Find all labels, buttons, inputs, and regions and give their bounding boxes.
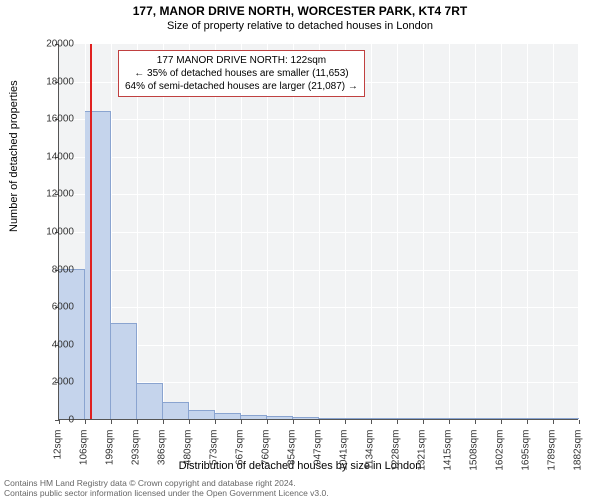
histogram-bar [293, 417, 319, 419]
histogram-bar [449, 418, 475, 419]
histogram-bar [371, 418, 397, 419]
gridline-vertical [449, 44, 450, 419]
y-tick-label: 2000 [52, 377, 74, 388]
histogram-bar [215, 413, 241, 419]
y-tick-label: 4000 [52, 339, 74, 350]
annotation-line3: 64% of semi-detached houses are larger (… [125, 80, 358, 93]
x-tick-mark [345, 420, 346, 424]
x-tick-label: 106sqm [79, 430, 90, 490]
x-tick-mark [475, 420, 476, 424]
gridline-vertical [345, 44, 346, 419]
histogram-bar [137, 383, 163, 419]
x-tick-mark [293, 420, 294, 424]
histogram-bar [423, 418, 449, 419]
x-tick-mark [59, 420, 60, 424]
x-tick-label: 667sqm [235, 430, 246, 490]
gridline-vertical [423, 44, 424, 419]
gridline-vertical [163, 44, 164, 419]
x-tick-label: 1508sqm [469, 430, 480, 490]
x-tick-mark [371, 420, 372, 424]
x-tick-mark [137, 420, 138, 424]
x-axis-label: Distribution of detached houses by size … [0, 460, 600, 472]
gridline-vertical [553, 44, 554, 419]
histogram-bar [475, 418, 501, 419]
x-tick-label: 947sqm [313, 430, 324, 490]
chart-area: 177 MANOR DRIVE NORTH: 122sqm ← 35% of d… [58, 44, 578, 420]
histogram-bar [345, 418, 371, 419]
gridline-vertical [371, 44, 372, 419]
x-tick-label: 573sqm [209, 430, 220, 490]
x-tick-mark [111, 420, 112, 424]
x-tick-label: 480sqm [183, 430, 194, 490]
x-tick-label: 854sqm [287, 430, 298, 490]
histogram-bar [501, 418, 527, 419]
x-tick-mark [163, 420, 164, 424]
y-tick-label: 18000 [46, 76, 74, 87]
annotation-line2: ← 35% of detached houses are smaller (11… [125, 67, 358, 80]
gridline-vertical [397, 44, 398, 419]
histogram-bar [267, 416, 293, 419]
y-tick-label: 6000 [52, 302, 74, 313]
gridline-vertical [293, 44, 294, 419]
x-tick-mark [189, 420, 190, 424]
x-tick-mark [319, 420, 320, 424]
plot-area [58, 44, 578, 420]
x-tick-label: 1789sqm [547, 430, 558, 490]
y-tick-label: 0 [68, 415, 74, 426]
y-axis-label: Number of detached properties [8, 80, 20, 232]
gridline-vertical [137, 44, 138, 419]
y-tick-label: 10000 [46, 227, 74, 238]
x-tick-mark [527, 420, 528, 424]
x-tick-mark [423, 420, 424, 424]
gridline-vertical [241, 44, 242, 419]
annotation-line1: 177 MANOR DRIVE NORTH: 122sqm [125, 54, 358, 67]
gridline-vertical [527, 44, 528, 419]
gridline-vertical [267, 44, 268, 419]
chart-subtitle: Size of property relative to detached ho… [0, 18, 600, 32]
x-tick-label: 1134sqm [365, 430, 376, 490]
x-tick-mark [241, 420, 242, 424]
x-tick-mark [553, 420, 554, 424]
histogram-bar [241, 415, 267, 419]
histogram-bar [553, 418, 579, 419]
x-tick-label: 199sqm [105, 430, 116, 490]
x-tick-label: 1041sqm [339, 430, 350, 490]
x-tick-mark [85, 420, 86, 424]
y-tick-label: 12000 [46, 189, 74, 200]
x-tick-mark [449, 420, 450, 424]
histogram-bar [111, 323, 137, 419]
histogram-bar [319, 418, 345, 420]
x-tick-label: 1695sqm [521, 430, 532, 490]
gridline-vertical [319, 44, 320, 419]
x-tick-mark [501, 420, 502, 424]
gridline-vertical [501, 44, 502, 419]
gridline-vertical [215, 44, 216, 419]
property-marker-line [90, 44, 92, 419]
gridline-vertical [189, 44, 190, 419]
annotation-box: 177 MANOR DRIVE NORTH: 122sqm ← 35% of d… [118, 50, 365, 97]
x-tick-label: 1415sqm [443, 430, 454, 490]
x-tick-mark [397, 420, 398, 424]
gridline-vertical [475, 44, 476, 419]
chart-title: 177, MANOR DRIVE NORTH, WORCESTER PARK, … [0, 0, 600, 18]
x-tick-label: 386sqm [157, 430, 168, 490]
histogram-bar [189, 410, 215, 419]
x-tick-label: 12sqm [53, 430, 64, 490]
histogram-bar [527, 418, 553, 419]
histogram-bar [163, 402, 189, 419]
y-tick-label: 8000 [52, 264, 74, 275]
x-tick-label: 760sqm [261, 430, 272, 490]
x-tick-label: 1321sqm [417, 430, 428, 490]
histogram-bar [397, 418, 423, 419]
x-tick-mark [215, 420, 216, 424]
y-tick-label: 16000 [46, 114, 74, 125]
x-tick-label: 1228sqm [391, 430, 402, 490]
x-tick-label: 1882sqm [573, 430, 584, 490]
x-tick-label: 293sqm [131, 430, 142, 490]
x-tick-label: 1602sqm [495, 430, 506, 490]
x-tick-mark [267, 420, 268, 424]
x-tick-mark [579, 420, 580, 424]
y-tick-label: 20000 [46, 39, 74, 50]
y-tick-label: 14000 [46, 151, 74, 162]
